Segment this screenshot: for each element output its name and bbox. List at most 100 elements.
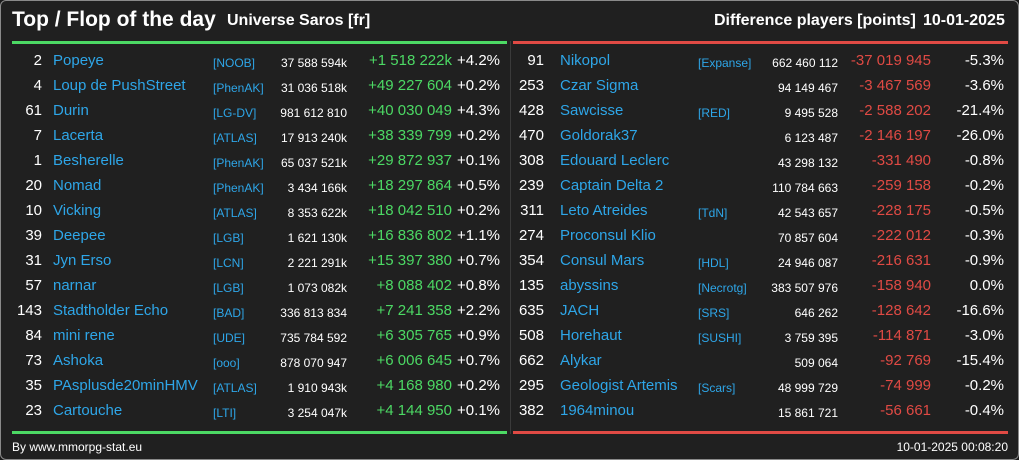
player-name-link[interactable]: Deepee xyxy=(53,227,106,244)
percent-cell: -0.5% xyxy=(964,202,1004,219)
top-row: 10 Vicking [ATLAS] 8 353 622k +18 042 510 +0.… xyxy=(12,198,507,223)
alliance-tag-link[interactable]: [LCN] xyxy=(213,256,244,270)
delta-cell: -92 769 xyxy=(880,352,931,369)
player-name-link[interactable]: Jyn Erso xyxy=(53,252,112,269)
flop-row: 239 Captain Delta 2 110 784 663 -259 158 -0.… xyxy=(513,173,1008,198)
alliance-tag-link[interactable]: [Necrotg] xyxy=(698,281,747,295)
alliance-tag-link[interactable]: [PhenAK] xyxy=(213,181,264,195)
player-name-link[interactable]: Lacerta xyxy=(53,127,104,144)
alliance-tag-link[interactable]: [HDL] xyxy=(698,256,729,270)
points-cell: 3 254 047k xyxy=(287,406,347,420)
player-name-link[interactable]: Leto Atreides xyxy=(560,202,648,219)
top-row: 73 Ashoka [ooo] 878 070 947 +6 006 645 +0.7% xyxy=(12,348,507,373)
alliance-tag-link[interactable]: [ATLAS] xyxy=(213,206,257,220)
points-cell: 110 784 663 xyxy=(772,181,838,195)
player-name-link[interactable]: Edouard Leclerc xyxy=(560,152,670,169)
player-name-link[interactable]: mini rene xyxy=(53,327,115,344)
points-cell: 8 353 622k xyxy=(287,206,347,220)
delta-cell: +29 872 937 xyxy=(368,152,452,169)
player-name-link[interactable]: JACH xyxy=(560,302,600,319)
player-name-link[interactable]: Nomad xyxy=(53,177,102,194)
rank-cell: 1 xyxy=(33,152,42,169)
points-cell: 17 913 240k xyxy=(280,131,347,145)
points-cell: 43 298 132 xyxy=(777,156,838,170)
delta-cell: +49 227 604 xyxy=(368,77,452,94)
player-name-link[interactable]: Vicking xyxy=(53,202,102,219)
delta-cell: -228 175 xyxy=(871,202,931,219)
flop-players-list: 91 Nikopol [Expanse] 662 460 112 -37 019 945… xyxy=(513,48,1008,423)
points-cell: 15 861 721 xyxy=(777,406,838,420)
percent-cell: -26.0% xyxy=(956,127,1004,144)
flop-row: 662 Alykar 509 064 -92 769 -15.4% xyxy=(513,348,1008,373)
delta-cell: -56 661 xyxy=(880,402,931,419)
alliance-tag-link[interactable]: [BAD] xyxy=(213,306,245,320)
alliance-tag-link[interactable]: [SRS] xyxy=(698,306,730,320)
player-name-link[interactable]: Captain Delta 2 xyxy=(560,177,664,194)
player-name-link[interactable]: Horehaut xyxy=(560,327,622,344)
delta-cell: +16 836 802 xyxy=(368,227,452,244)
alliance-tag-link[interactable]: [ATLAS] xyxy=(213,381,257,395)
alliance-tag-link[interactable]: [LG-DV] xyxy=(213,106,257,120)
percent-cell: +4.3% xyxy=(457,102,500,119)
points-cell: 48 999 729 xyxy=(777,381,838,395)
points-cell: 3 759 395 xyxy=(784,331,838,345)
player-name-link[interactable]: Nikopol xyxy=(560,52,611,69)
percent-cell: +0.2% xyxy=(457,202,500,219)
player-name-link[interactable]: Durin xyxy=(53,102,89,119)
player-name-link[interactable]: Czar Sigma xyxy=(560,77,639,94)
alliance-tag-link[interactable]: [ATLAS] xyxy=(213,131,257,145)
player-name-link[interactable]: Popeye xyxy=(53,52,104,69)
alliance-tag-link[interactable]: [PhenAK] xyxy=(213,81,264,95)
alliance-tag-link[interactable]: [TdN] xyxy=(698,206,728,220)
alliance-tag-link[interactable]: [Scars] xyxy=(698,381,736,395)
alliance-tag-link[interactable]: [NOOB] xyxy=(213,56,256,70)
delta-cell: +18 297 864 xyxy=(368,177,452,194)
alliance-tag-link[interactable]: [SUSHI] xyxy=(698,331,742,345)
rank-cell: 4 xyxy=(33,77,42,94)
alliance-tag-link[interactable]: [ooo] xyxy=(213,356,240,370)
percent-cell: +0.5% xyxy=(457,177,500,194)
player-name-link[interactable]: 1964minou xyxy=(560,402,635,419)
footer-timestamp: 10-01-2025 00:08:20 xyxy=(896,440,1008,454)
points-cell: 646 262 xyxy=(794,306,838,320)
points-cell: 878 070 947 xyxy=(280,356,347,370)
player-name-link[interactable]: Geologist Artemis xyxy=(560,377,678,394)
player-name-link[interactable]: Ashoka xyxy=(53,352,104,369)
percent-cell: +0.1% xyxy=(457,402,500,419)
player-name-link[interactable]: Loup de PushStreet xyxy=(53,77,186,94)
rank-cell: 39 xyxy=(25,227,42,244)
alliance-tag-link[interactable]: [LGB] xyxy=(213,281,244,295)
player-name-link[interactable]: Proconsul Klio xyxy=(560,227,656,244)
delta-cell: -222 012 xyxy=(871,227,931,244)
points-cell: 383 507 976 xyxy=(771,281,838,295)
player-name-link[interactable]: Besherelle xyxy=(53,152,124,169)
player-name-link[interactable]: abyssins xyxy=(560,277,619,294)
top-accent-bar xyxy=(12,41,507,44)
percent-cell: -15.4% xyxy=(956,352,1004,369)
player-name-link[interactable]: Sawcisse xyxy=(560,102,624,119)
flop-row: 382 1964minou 15 861 721 -56 661 -0.4% xyxy=(513,398,1008,423)
top-row: 57 narnar [LGB] 1 073 082k +8 088 402 +0.8% xyxy=(12,273,507,298)
alliance-tag-link[interactable]: [Expanse] xyxy=(698,56,752,70)
header: Top / Flop of the day Universe Saros [fr… xyxy=(1,1,1018,41)
player-name-link[interactable]: Consul Mars xyxy=(560,252,645,269)
flop-row: 428 Sawcisse [RED] 9 495 528 -2 588 202 -21.4… xyxy=(513,98,1008,123)
percent-cell: +0.7% xyxy=(457,352,500,369)
alliance-tag-link[interactable]: [LTI] xyxy=(213,406,237,420)
player-name-link[interactable]: Cartouche xyxy=(53,402,123,419)
alliance-tag-link[interactable]: [UDE] xyxy=(213,331,246,345)
delta-cell: -37 019 945 xyxy=(850,52,931,69)
player-name-link[interactable]: Goldorak37 xyxy=(560,127,638,144)
delta-cell: -259 158 xyxy=(871,177,931,194)
player-name-link[interactable]: Stadtholder Echo xyxy=(53,302,169,319)
alliance-tag-link[interactable]: [PhenAK] xyxy=(213,156,264,170)
player-name-link[interactable]: PAsplusde20minHMV xyxy=(53,377,198,394)
percent-cell: -21.4% xyxy=(956,102,1004,119)
alliance-tag-link[interactable]: [LGB] xyxy=(213,231,244,245)
percent-cell: -5.3% xyxy=(964,52,1004,69)
player-name-link[interactable]: Alykar xyxy=(560,352,602,369)
delta-cell: -2 146 197 xyxy=(859,127,931,144)
alliance-tag-link[interactable]: [RED] xyxy=(698,106,731,120)
player-name-link[interactable]: narnar xyxy=(53,277,97,294)
